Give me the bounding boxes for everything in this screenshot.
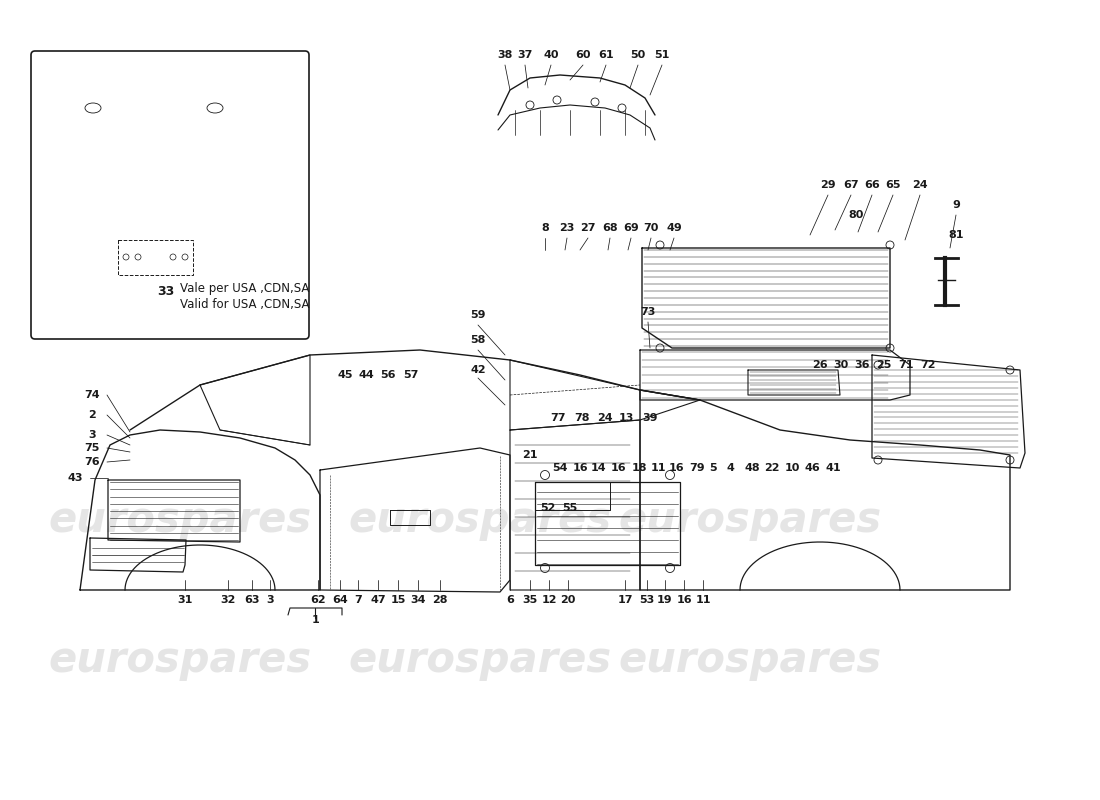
Text: 62: 62 (310, 595, 326, 605)
Text: 76: 76 (85, 457, 100, 467)
Text: 58: 58 (471, 335, 486, 345)
Text: 38: 38 (497, 50, 513, 60)
Text: 53: 53 (639, 595, 654, 605)
Text: 64: 64 (332, 595, 348, 605)
Text: 26: 26 (812, 360, 828, 370)
Text: 27: 27 (581, 223, 596, 233)
Text: 67: 67 (844, 180, 859, 190)
Text: 71: 71 (899, 360, 914, 370)
Text: 78: 78 (574, 413, 590, 423)
Text: 63: 63 (244, 595, 260, 605)
Text: 11: 11 (650, 463, 666, 473)
Text: 16: 16 (676, 595, 692, 605)
Text: 52: 52 (540, 503, 556, 513)
Text: 48: 48 (745, 463, 760, 473)
Text: 14: 14 (591, 463, 606, 473)
Text: 12: 12 (541, 595, 557, 605)
Text: 59: 59 (471, 310, 486, 320)
Text: 47: 47 (371, 595, 386, 605)
Text: 51: 51 (654, 50, 670, 60)
Text: 18: 18 (631, 463, 647, 473)
Text: 2: 2 (88, 410, 96, 420)
Text: 79: 79 (690, 463, 705, 473)
Text: 68: 68 (602, 223, 618, 233)
Text: 54: 54 (552, 463, 568, 473)
Text: 20: 20 (560, 595, 575, 605)
Text: 25: 25 (877, 360, 892, 370)
Text: 32: 32 (220, 595, 235, 605)
Text: 55: 55 (562, 503, 578, 513)
Text: eurospares: eurospares (349, 499, 612, 541)
Text: eurospares: eurospares (618, 639, 881, 681)
Text: 45: 45 (338, 370, 353, 380)
Text: 41: 41 (825, 463, 840, 473)
Text: 69: 69 (623, 223, 639, 233)
Text: Valid for USA ,CDN,SA: Valid for USA ,CDN,SA (180, 298, 309, 311)
Text: 31: 31 (177, 595, 192, 605)
Text: 77: 77 (550, 413, 565, 423)
Text: 43: 43 (67, 473, 82, 483)
Text: 7: 7 (354, 595, 362, 605)
Text: 57: 57 (404, 370, 419, 380)
Text: 49: 49 (667, 223, 682, 233)
Text: 50: 50 (630, 50, 646, 60)
Text: 8: 8 (541, 223, 549, 233)
Text: 11: 11 (695, 595, 711, 605)
FancyBboxPatch shape (31, 51, 309, 339)
Text: 16: 16 (612, 463, 627, 473)
Text: 1: 1 (312, 615, 320, 625)
Text: 36: 36 (855, 360, 870, 370)
Text: 46: 46 (804, 463, 820, 473)
Text: 24: 24 (912, 180, 927, 190)
Text: eurospares: eurospares (48, 499, 311, 541)
Text: 4: 4 (726, 463, 734, 473)
Text: 30: 30 (834, 360, 848, 370)
Text: 28: 28 (432, 595, 448, 605)
Text: 5: 5 (710, 463, 717, 473)
Text: 35: 35 (522, 595, 538, 605)
Text: 3: 3 (88, 430, 96, 440)
Text: 34: 34 (410, 595, 426, 605)
Text: 75: 75 (85, 443, 100, 453)
Text: 44: 44 (359, 370, 374, 380)
Text: 80: 80 (848, 210, 864, 220)
Text: Vale per USA ,CDN,SA: Vale per USA ,CDN,SA (180, 282, 309, 295)
Text: 15: 15 (390, 595, 406, 605)
Text: 21: 21 (522, 450, 538, 460)
Text: 66: 66 (865, 180, 880, 190)
Text: 70: 70 (644, 223, 659, 233)
Text: 22: 22 (764, 463, 780, 473)
Text: 65: 65 (886, 180, 901, 190)
Text: 81: 81 (948, 230, 964, 240)
Text: 29: 29 (821, 180, 836, 190)
Text: 73: 73 (640, 307, 656, 317)
Bar (118, 240, 192, 275)
Text: 40: 40 (543, 50, 559, 60)
Text: eurospares: eurospares (48, 639, 311, 681)
Text: 72: 72 (921, 360, 936, 370)
Text: 13: 13 (618, 413, 634, 423)
Text: 74: 74 (85, 390, 100, 400)
Text: 33: 33 (156, 285, 174, 298)
Text: 42: 42 (470, 365, 486, 375)
Text: 39: 39 (642, 413, 658, 423)
Text: eurospares: eurospares (618, 499, 881, 541)
Text: 9: 9 (953, 200, 960, 210)
Text: 19: 19 (657, 595, 673, 605)
Text: 24: 24 (597, 413, 613, 423)
Text: 60: 60 (575, 50, 591, 60)
Text: 37: 37 (517, 50, 532, 60)
Text: 16: 16 (572, 463, 587, 473)
Text: 10: 10 (784, 463, 800, 473)
Text: 6: 6 (506, 595, 514, 605)
Text: 3: 3 (266, 595, 274, 605)
Text: 23: 23 (559, 223, 574, 233)
Text: 17: 17 (617, 595, 632, 605)
Text: 56: 56 (381, 370, 396, 380)
Text: 61: 61 (598, 50, 614, 60)
Text: 16: 16 (669, 463, 685, 473)
Text: eurospares: eurospares (349, 639, 612, 681)
